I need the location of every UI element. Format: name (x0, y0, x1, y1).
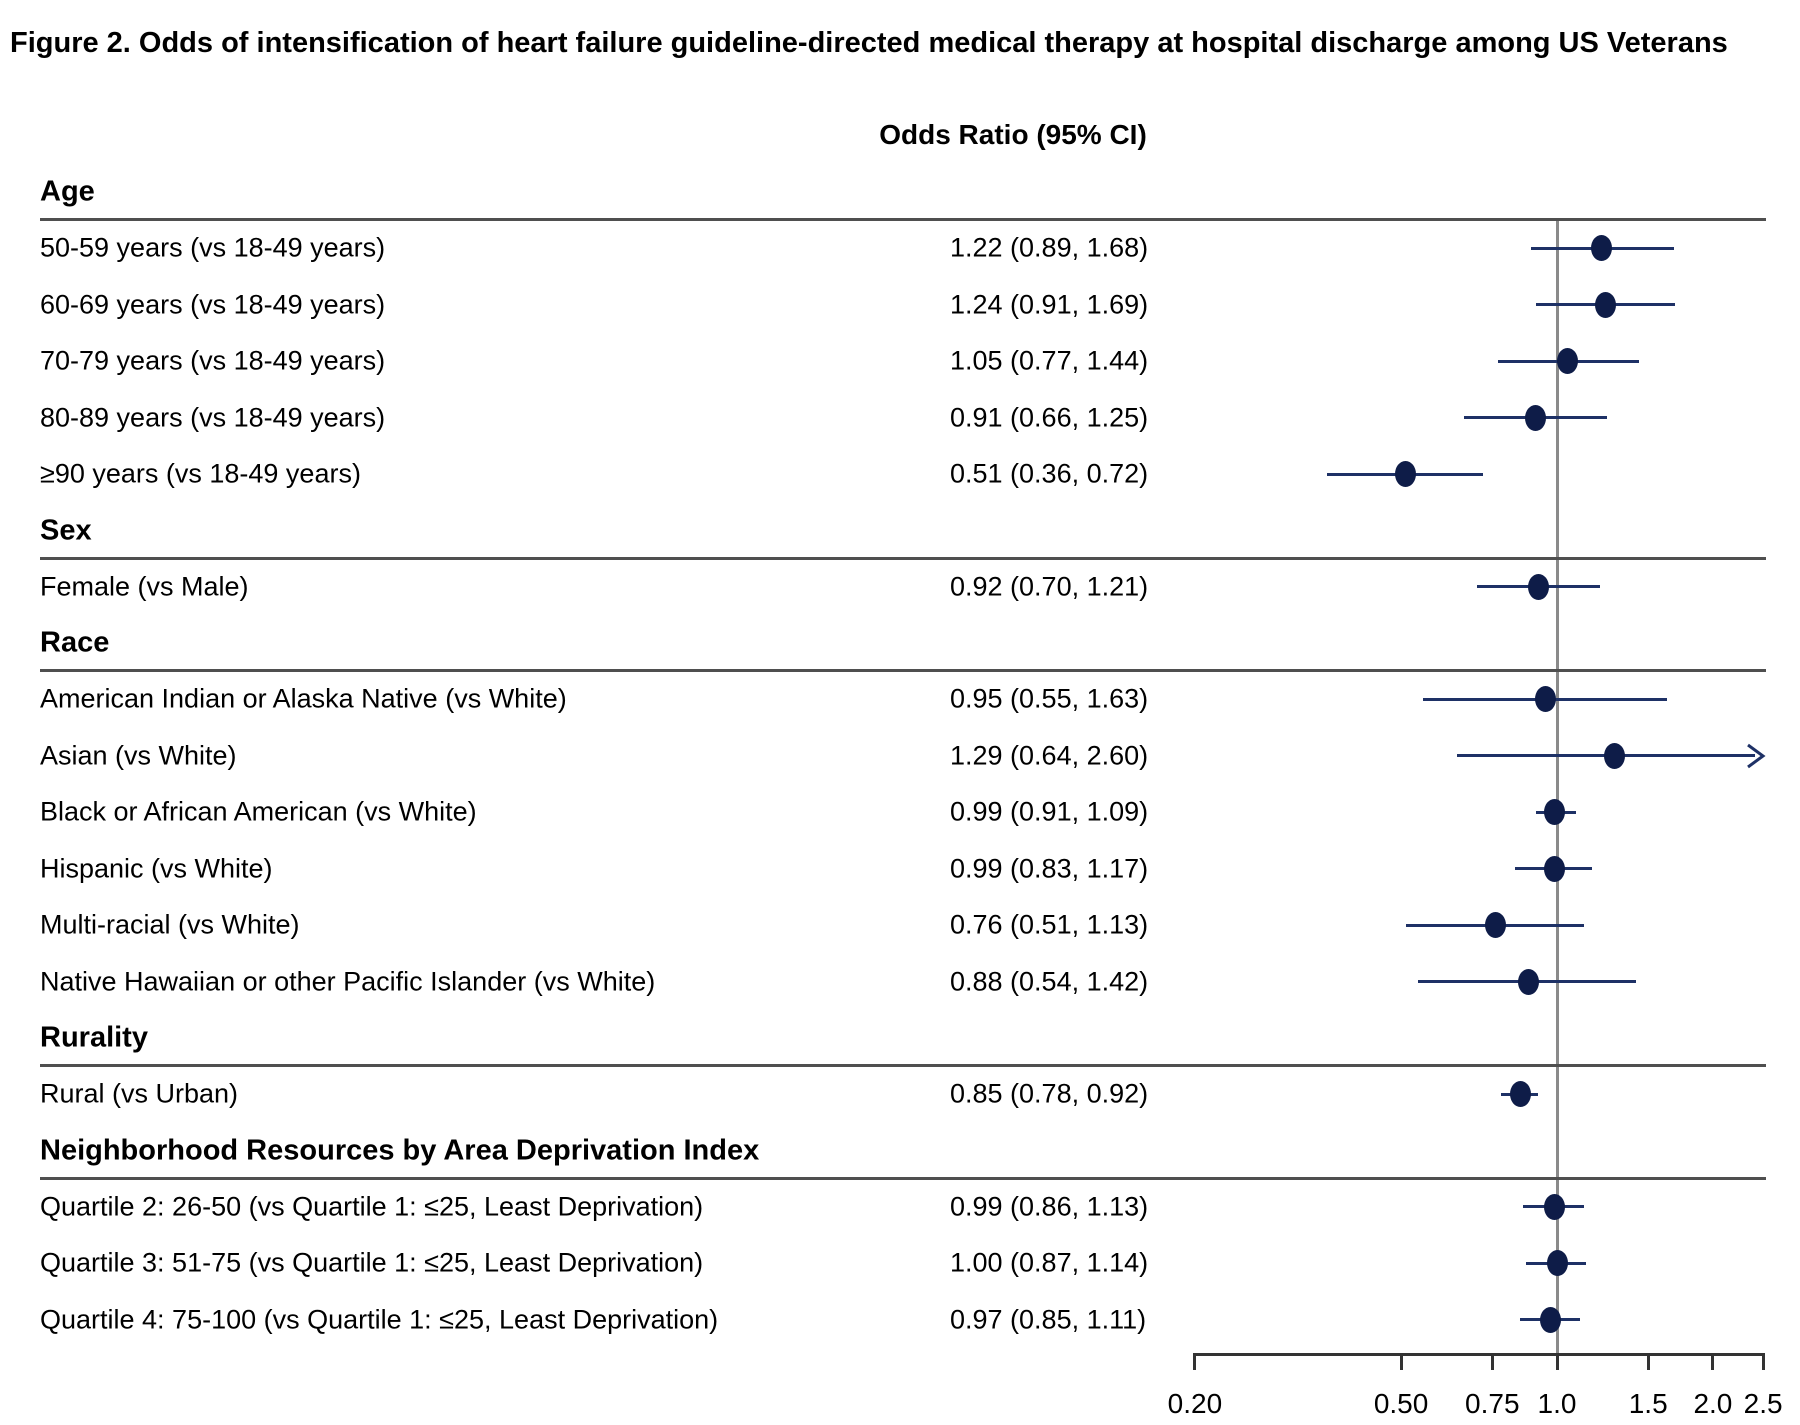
row-label: ≥90 years (vs 18-49 years) (40, 458, 361, 489)
row-or-value: 0.88 (0.54, 1.42) (950, 966, 1149, 996)
row-or-value: 0.95 (0.55, 1.63) (950, 683, 1149, 714)
section-header: Age (40, 175, 95, 208)
row-label: 70-79 years (vs 18-49 years) (40, 345, 386, 376)
or-marker (1484, 912, 1506, 938)
section-header: Sex (40, 514, 92, 546)
row-or-value: 1.29 (0.64, 2.60) (950, 740, 1149, 770)
row-or-value: 0.51 (0.36, 0.72) (950, 458, 1149, 489)
x-axis-tick-label: 2.5 (1743, 1388, 1783, 1419)
row-or-value: 0.85 (0.78, 0.92) (950, 1078, 1149, 1109)
or-marker (1544, 855, 1566, 882)
section-header: Neighborhood Resources by Area Deprivati… (40, 1134, 760, 1166)
reference-line-or-1 (1555, 218, 1559, 1356)
row-label: Quartile 2: 26-50 (vs Quartile 1: ≤25, L… (40, 1191, 704, 1221)
row-label: Native Hawaiian or other Pacific Islande… (40, 966, 656, 996)
row-label: 80-89 years (vs 18-49 years) (40, 402, 386, 432)
row-label: 50-59 years (vs 18-49 years) (40, 232, 386, 263)
section-header: Rurality (40, 1021, 148, 1054)
or-marker (1544, 1193, 1566, 1220)
row-label: Female (vs Male) (40, 571, 249, 601)
x-axis-tick (1193, 1353, 1197, 1370)
row-or-value: 1.22 (0.89, 1.68) (950, 232, 1149, 263)
row-or-value: 1.24 (0.91, 1.69) (950, 289, 1149, 319)
figure-title: Figure 2. Odds of intensification of hea… (10, 27, 1728, 59)
or-marker (1539, 1306, 1561, 1333)
x-axis-tick (1555, 1353, 1559, 1370)
or-marker (1546, 1250, 1568, 1276)
x-axis-tick-label: 0.50 (1373, 1388, 1429, 1419)
or-marker (1517, 968, 1539, 995)
row-or-value: 0.99 (0.83, 1.17) (950, 853, 1149, 883)
x-axis-tick-label: 1.5 (1628, 1388, 1668, 1419)
section-rule (40, 1176, 1766, 1180)
or-marker (1591, 235, 1613, 261)
row-label: 60-69 years (vs 18-49 years) (40, 289, 386, 319)
row-or-value: 0.99 (0.86, 1.13) (950, 1191, 1149, 1221)
row-or-value: 0.99 (0.91, 1.09) (950, 796, 1149, 827)
x-axis-tick (1761, 1353, 1765, 1370)
x-axis-tick (1399, 1353, 1403, 1370)
x-axis-line (1193, 1353, 1765, 1356)
or-marker (1527, 573, 1549, 600)
or-marker (1525, 404, 1547, 431)
x-axis-tick (1490, 1353, 1494, 1370)
section-rule (40, 556, 1766, 560)
or-marker (1557, 348, 1579, 374)
row-label: Hispanic (vs White) (40, 853, 273, 883)
row-label: Quartile 4: 75-100 (vs Quartile 1: ≤25, … (40, 1304, 719, 1334)
x-axis-tick-label: 0.20 (1167, 1388, 1223, 1419)
ci-truncation-arrow-icon (1746, 742, 1766, 775)
odds-ratio-column-header: Odds Ratio (95% CI) (879, 119, 1147, 150)
or-marker (1603, 742, 1625, 769)
section-rule (40, 1064, 1766, 1067)
x-axis-tick-label: 1.0 (1537, 1388, 1577, 1419)
or-marker (1395, 461, 1417, 487)
x-axis-tick (1646, 1353, 1650, 1370)
row-label: Black or African American (vs White) (40, 796, 477, 827)
section-header: Race (40, 626, 110, 659)
row-or-value: 1.05 (0.77, 1.44) (950, 345, 1149, 376)
or-marker (1509, 1081, 1531, 1107)
x-axis-tick-label: 0.75 (1465, 1388, 1520, 1419)
x-axis-tick (1711, 1353, 1715, 1370)
row-or-value: 0.97 (0.85, 1.11) (950, 1304, 1147, 1334)
or-marker (1544, 799, 1566, 825)
or-marker (1534, 686, 1556, 712)
row-or-value: 0.91 (0.66, 1.25) (950, 402, 1149, 432)
row-label: Rural (vs Urban) (40, 1078, 239, 1109)
section-rule (40, 669, 1766, 672)
row-label: American Indian or Alaska Native (vs Whi… (40, 683, 567, 714)
section-rule (40, 218, 1766, 221)
row-label: Quartile 3: 51-75 (vs Quartile 1: ≤25, L… (40, 1247, 704, 1278)
row-label: Multi-racial (vs White) (40, 909, 300, 940)
row-or-value: 1.00 (0.87, 1.14) (950, 1247, 1149, 1278)
x-axis-tick-label: 2.0 (1693, 1388, 1733, 1419)
row-or-value: 0.92 (0.70, 1.21) (950, 571, 1149, 601)
or-marker (1594, 291, 1616, 318)
row-or-value: 0.76 (0.51, 1.13) (950, 909, 1149, 940)
row-label: Asian (vs White) (40, 740, 237, 770)
